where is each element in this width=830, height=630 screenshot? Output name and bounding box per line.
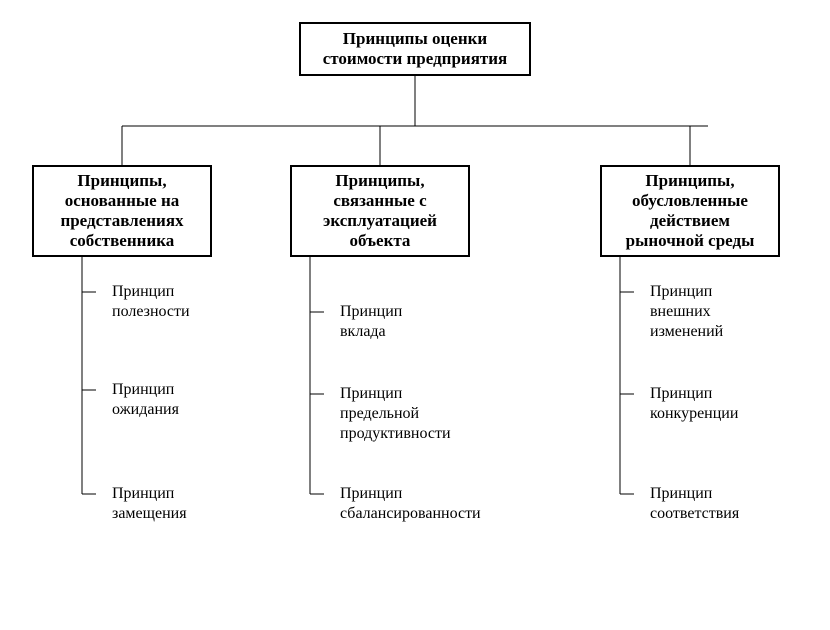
leaf-item: Принципзамещения <box>112 484 187 524</box>
branch-label: Принципы,обусловленныедействиемрыночной … <box>626 171 755 251</box>
leaf-item: Принципсоответствия <box>650 484 739 524</box>
branch-node-exploitation: Принципы,связанные сэксплуатациейобъекта <box>290 165 470 257</box>
leaf-item: Принципвнешнихизменений <box>650 282 723 342</box>
branch-label: Принципы,основанные напредставленияхсобс… <box>60 171 183 251</box>
leaf-item: Принципожидания <box>112 380 179 420</box>
branch-node-market: Принципы,обусловленныедействиемрыночной … <box>600 165 780 257</box>
branch-label: Принципы,связанные сэксплуатациейобъекта <box>323 171 437 251</box>
leaf-item: Принципвклада <box>340 302 402 342</box>
leaf-item: Принципсбалансированности <box>340 484 481 524</box>
leaf-item: Принциппредельнойпродуктивности <box>340 384 451 444</box>
leaf-item: Принципконкуренции <box>650 384 738 424</box>
root-node: Принципы оценкистоимости предприятия <box>299 22 531 76</box>
leaf-item: Принципполезности <box>112 282 190 322</box>
branch-node-owner: Принципы,основанные напредставленияхсобс… <box>32 165 212 257</box>
root-label: Принципы оценкистоимости предприятия <box>323 29 508 69</box>
